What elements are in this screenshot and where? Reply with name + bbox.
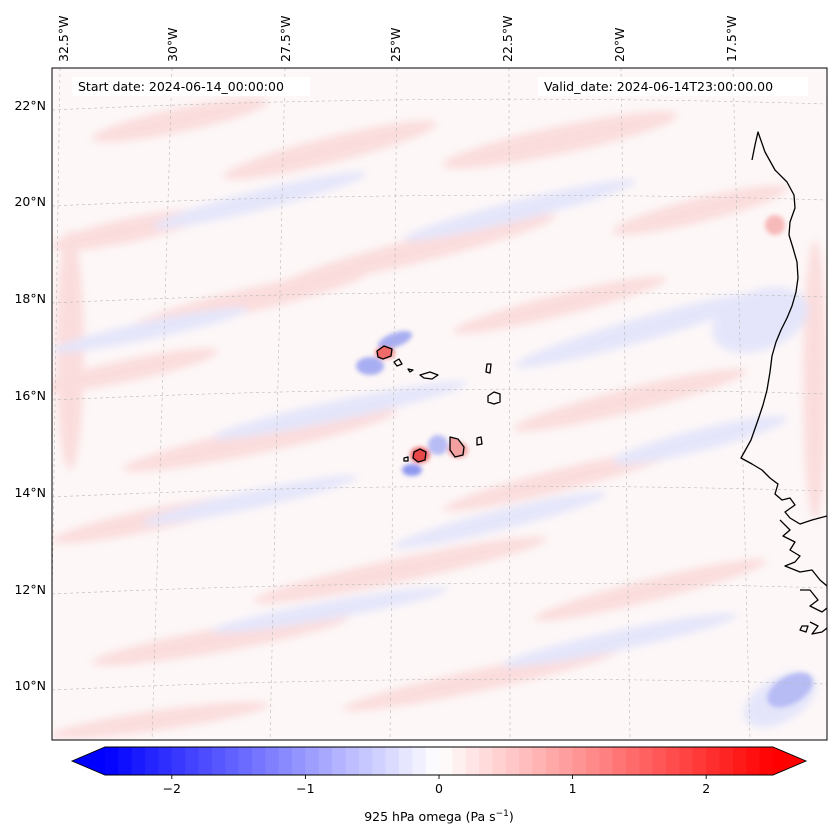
colorbar-segment bbox=[719, 747, 734, 775]
lon-label: 17.5°W bbox=[724, 16, 739, 62]
colorbar-ticks: −2 −1 0 1 2 bbox=[163, 775, 710, 796]
colorbar-extend-min bbox=[72, 747, 105, 775]
longitude-labels: 32.5°W 30°W 27.5°W 25°W 22.5°W 20°W 17.5… bbox=[56, 16, 739, 62]
lat-label: 10°N bbox=[14, 678, 46, 693]
colorbar-segment bbox=[492, 747, 507, 775]
colorbar-segment bbox=[318, 747, 333, 775]
colorbar-segment bbox=[398, 747, 413, 775]
colorbar-segment bbox=[692, 747, 707, 775]
colorbar-segment bbox=[225, 747, 240, 775]
colorbar-label: 925 hPa omega (Pa s−1) bbox=[364, 809, 514, 824]
colorbar-segment bbox=[251, 747, 266, 775]
island-brava bbox=[403, 456, 409, 462]
colorbar-segment bbox=[131, 747, 146, 775]
start-date-box: Start date: 2024-06-14_00:00:00 bbox=[72, 77, 310, 96]
colorbar-extend-max bbox=[773, 747, 806, 775]
colorbar-tick-label: 1 bbox=[569, 781, 577, 796]
lat-label: 12°N bbox=[14, 582, 46, 597]
start-date-label: Start date: 2024-06-14_00:00:00 bbox=[78, 79, 284, 94]
colorbar-segment bbox=[639, 747, 654, 775]
colorbar-segment bbox=[465, 747, 480, 775]
valid-date-box: Valid_date: 2024-06-14T23:00:00.00 bbox=[538, 77, 808, 96]
colorbar-segment bbox=[505, 747, 520, 775]
gridlines bbox=[52, 68, 827, 740]
colorbar-segment bbox=[118, 747, 133, 775]
colorbar-segment bbox=[519, 747, 534, 775]
colorbar-segment bbox=[612, 747, 627, 775]
colorbar-segment bbox=[238, 747, 253, 775]
colorbar-segment bbox=[599, 747, 614, 775]
island-santiago bbox=[449, 436, 465, 458]
colorbar-segment bbox=[706, 747, 721, 775]
colorbar-segment bbox=[585, 747, 600, 775]
colorbar-segment bbox=[105, 747, 119, 775]
colorbar-segment bbox=[145, 747, 160, 775]
colorbar-segment bbox=[278, 747, 293, 775]
colorbar-segment bbox=[759, 747, 774, 775]
colorbar-outline bbox=[70, 746, 808, 776]
island-maio bbox=[476, 436, 483, 446]
colorbar-segment bbox=[452, 747, 467, 775]
map-panel bbox=[52, 68, 827, 740]
colorbar-segment bbox=[666, 747, 681, 775]
lat-label: 22°N bbox=[14, 98, 46, 113]
colorbar-segment bbox=[412, 747, 427, 775]
island-santa-luzia bbox=[407, 368, 414, 373]
lon-label: 32.5°W bbox=[56, 16, 71, 62]
colorbar-segment bbox=[532, 747, 547, 775]
colorbar-segment bbox=[679, 747, 694, 775]
lat-label: 18°N bbox=[14, 291, 46, 306]
colorbar-segment bbox=[265, 747, 280, 775]
colorbar-segment bbox=[185, 747, 200, 775]
colorbar-segment bbox=[439, 747, 453, 775]
island-sao-nicolau bbox=[419, 371, 439, 380]
lon-label: 30°W bbox=[165, 27, 180, 62]
colorbar-segment bbox=[358, 747, 373, 775]
lon-label: 27.5°W bbox=[278, 16, 293, 62]
colorbar-segments bbox=[72, 747, 806, 775]
valid-date-label: Valid_date: 2024-06-14T23:00:00.00 bbox=[544, 79, 773, 94]
map-frame bbox=[51, 67, 828, 741]
colorbar-segment bbox=[746, 747, 761, 775]
colorbar-segment bbox=[385, 747, 400, 775]
colorbar-segment bbox=[332, 747, 347, 775]
colorbar-segment bbox=[158, 747, 173, 775]
colorbar-segment bbox=[198, 747, 213, 775]
colorbar-segment bbox=[425, 747, 440, 775]
colorbar-segment bbox=[732, 747, 747, 775]
colorbar-segment bbox=[305, 747, 320, 775]
lon-label: 22.5°W bbox=[500, 16, 515, 62]
africa-coastline bbox=[740, 131, 827, 525]
island-fogo bbox=[412, 448, 427, 463]
colorbar-segment bbox=[626, 747, 640, 775]
colorbar-segment bbox=[479, 747, 494, 775]
omega-field bbox=[52, 97, 827, 739]
colorbar-tick-label: −2 bbox=[163, 781, 181, 796]
lat-label: 16°N bbox=[14, 388, 46, 403]
colorbar-segment bbox=[292, 747, 306, 775]
colorbar-segment bbox=[559, 747, 574, 775]
colorbar-tick-label: 2 bbox=[702, 781, 710, 796]
colorbar-segment bbox=[572, 747, 587, 775]
colorbar-tick-label: −1 bbox=[296, 781, 314, 796]
island-boa-vista bbox=[487, 391, 501, 405]
colorbar: −2 −1 0 1 2 925 hPa omega (Pa s−1) bbox=[70, 746, 808, 824]
lat-label: 20°N bbox=[14, 194, 46, 209]
island-santo-antao bbox=[376, 345, 393, 360]
colorbar-segment bbox=[345, 747, 360, 775]
colorbar-segment bbox=[171, 747, 186, 775]
island-sal bbox=[485, 363, 492, 374]
colorbar-segment bbox=[372, 747, 387, 775]
lon-label: 25°W bbox=[388, 27, 403, 62]
colorbar-tick-label: 0 bbox=[435, 781, 443, 796]
colorbar-segment bbox=[211, 747, 226, 775]
latitude-labels: 22°N 20°N 18°N 16°N 14°N 12°N 10°N bbox=[14, 98, 46, 693]
coastlines bbox=[376, 131, 827, 635]
colorbar-segment bbox=[652, 747, 667, 775]
island-sao-vicente bbox=[393, 358, 403, 367]
lat-label: 14°N bbox=[14, 485, 46, 500]
lon-label: 20°W bbox=[612, 27, 627, 62]
colorbar-segment bbox=[545, 747, 560, 775]
